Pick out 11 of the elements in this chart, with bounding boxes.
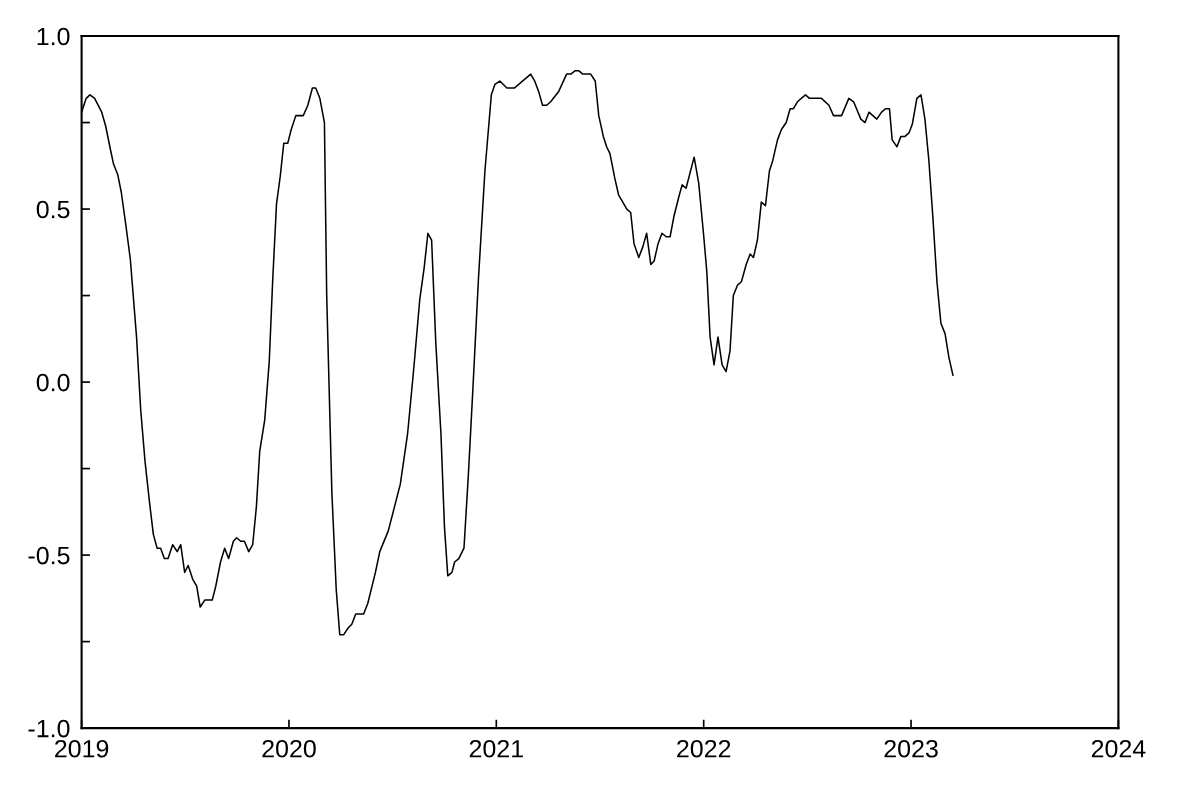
- y-tick-label: -0.5: [28, 546, 70, 565]
- x-tick-label: 2024: [1091, 739, 1146, 758]
- x-tick-label: 2023: [884, 739, 938, 758]
- y-tick-label: 0.0: [36, 373, 70, 392]
- y-tick-label: 1.0: [37, 27, 70, 46]
- y-tick-label: 0.5: [36, 200, 70, 219]
- x-tick-label: 2022: [677, 739, 731, 758]
- y-tick-label: -1.0: [28, 719, 70, 738]
- x-tick-label: 2021: [469, 739, 523, 758]
- x-tick-label: 2020: [262, 739, 316, 758]
- x-tick-label: 2019: [55, 739, 109, 758]
